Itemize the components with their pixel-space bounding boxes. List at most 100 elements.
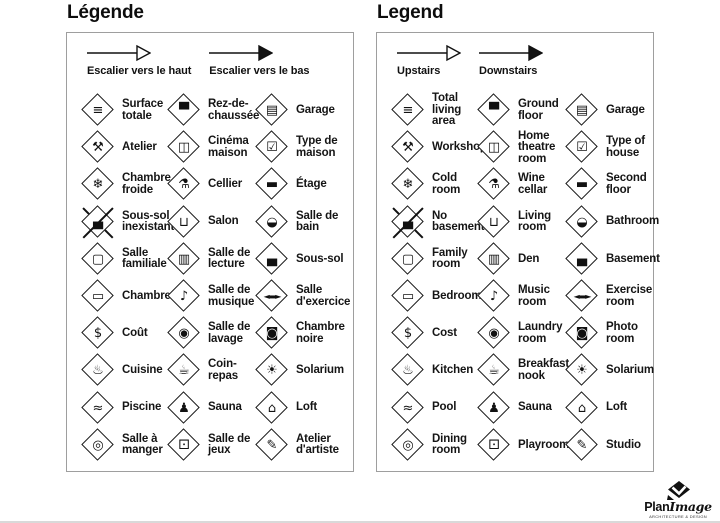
- legend-item: ◙ Chambre noire: [254, 316, 350, 351]
- dining-room-icon: ◎: [80, 428, 115, 462]
- legend-item: ⚗ Cellier: [166, 167, 255, 202]
- workshop-icon: ⚒: [390, 130, 425, 165]
- legend-item: ≡ Surface totale: [80, 93, 167, 128]
- legend-item: ▬ Étage: [254, 167, 350, 202]
- legend-item: ☀ Solarium: [564, 353, 660, 388]
- legend-item-label: Second floor: [606, 172, 647, 196]
- legend-item-label: Sous-sol inexistant: [122, 209, 175, 234]
- den-icon: ▥: [166, 242, 201, 276]
- legend-item: ◉ Laundry room: [476, 316, 565, 351]
- kitchen-icon: ♨: [390, 353, 425, 388]
- legend-item-label: No basement: [432, 209, 485, 234]
- legend-item-label: Atelier: [122, 141, 157, 154]
- legend-item-label: Exercise room: [606, 284, 653, 308]
- legend-grid-french: ≡ Surface totale ▀ Rez-de- chaussée ▤ Ga…: [67, 90, 353, 464]
- legend-item: ▢ Family room: [390, 242, 477, 276]
- downstairs-arrow-block: Downstairs: [479, 44, 543, 90]
- planimage-logo-text: PlanImage: [644, 499, 712, 514]
- bathroom-icon: ◒: [254, 204, 289, 239]
- exercise-room-icon: ◄▬►: [564, 279, 599, 314]
- wine-cellar-icon: ⚗: [166, 167, 201, 202]
- legend-item-label: Cost: [432, 326, 457, 339]
- legend-item: ⊔ Living room: [476, 204, 565, 239]
- legend-item-label: Type de maison: [296, 135, 338, 159]
- solarium-icon: ☀: [564, 353, 599, 388]
- legend-item-label: Salle à manger: [122, 432, 163, 457]
- ground-floor-icon: ▀: [476, 93, 511, 128]
- living-room-icon: ⊔: [476, 204, 511, 239]
- legend-item-label: Garage: [296, 103, 335, 116]
- legend-item: ⚒ Workshop: [390, 130, 487, 165]
- cost-icon: $: [80, 316, 115, 351]
- upstairs-arrow-label: Escalier vers le haut: [87, 65, 192, 77]
- planimage-logo-tagline: ARCHITECTURE & DESIGN: [649, 514, 707, 519]
- pool-icon: ≈: [80, 390, 115, 425]
- legend-panel-french: Légende Escalier vers le haut Escalier v…: [66, 2, 354, 472]
- legend-item: ♟ Sauna: [476, 390, 565, 425]
- legend-item: $ Coût: [80, 316, 167, 351]
- legend-item-label: Den: [518, 252, 540, 265]
- legend-item-label: Breakfast nook: [518, 358, 570, 382]
- total-living-area-icon: ≡: [390, 93, 425, 128]
- legend-item-label: Solarium: [606, 364, 655, 377]
- legend-item-label: Coût: [122, 326, 148, 339]
- no-basement-icon: ▄: [80, 204, 115, 239]
- legend-item-label: Surface totale: [122, 98, 164, 122]
- legend-item-label: Salle familiale: [122, 246, 167, 271]
- home-theatre-icon: ◫: [166, 130, 201, 165]
- legend-item: ☑ Type de maison: [254, 130, 350, 165]
- legend-item: ❄ Chambre froide: [80, 167, 171, 202]
- legend-item: ☕ Breakfast nook: [476, 353, 569, 388]
- music-room-icon: ♪: [166, 279, 201, 314]
- legend-item: ≈ Piscine: [80, 390, 167, 425]
- loft-icon: ⌂: [254, 390, 289, 425]
- planimage-logo-icon: [667, 481, 690, 500]
- legend-item: ⌂ Loft: [564, 390, 660, 425]
- legend-item-label: Loft: [296, 401, 318, 414]
- legend-item-label: Sous-sol: [296, 252, 344, 265]
- legend-item: ▄ Sous-sol inexistant: [80, 204, 174, 239]
- legend-item-label: Coin- repas: [208, 358, 238, 382]
- legend-item: ▢ Salle familiale: [80, 242, 167, 276]
- legend-item-label: Salle de musique: [208, 284, 255, 308]
- bedroom-icon: ▭: [390, 279, 425, 314]
- no-basement-icon: ▄: [390, 204, 425, 239]
- bottom-divider: [0, 521, 720, 523]
- legend-item-label: Bathroom: [606, 215, 660, 228]
- legend-item: ♨ Cuisine: [80, 353, 167, 388]
- legend-item: ✎ Atelier d'artiste: [254, 428, 350, 462]
- wine-cellar-icon: ⚗: [476, 167, 511, 202]
- legend-item-label: Salle de jeux: [208, 432, 251, 457]
- legend-item: ⚀ Playroom: [476, 428, 569, 462]
- legend-item-label: Salle de lecture: [208, 246, 251, 271]
- legend-item: ▭ Chambre: [80, 279, 171, 314]
- legend-item-label: Type of house: [606, 135, 645, 159]
- legend-item-label: Garage: [606, 103, 645, 116]
- legend-item: ▥ Salle de lecture: [166, 242, 255, 276]
- legend-item: ▄ No basement: [390, 204, 485, 239]
- legend-item-label: Loft: [606, 401, 628, 414]
- garage-icon: ▤: [254, 93, 289, 128]
- living-room-icon: ⊔: [166, 204, 201, 239]
- pool-icon: ≈: [390, 390, 425, 425]
- legend-item: ◄▬► Salle d'exercice: [254, 279, 350, 314]
- legend-item: ◫ Cinéma maison: [166, 130, 255, 165]
- breakfast-nook-icon: ☕: [476, 353, 511, 388]
- cost-icon: $: [390, 316, 425, 351]
- legend-item-label: Chambre: [122, 289, 171, 302]
- playroom-icon: ⚀: [476, 428, 511, 462]
- breakfast-nook-icon: ☕: [166, 353, 201, 388]
- legend-item-label: Photo room: [606, 321, 638, 345]
- planimage-logo: PlanImage ARCHITECTURE & DESIGN: [644, 481, 712, 519]
- legend-item-label: Workshop: [432, 141, 487, 154]
- solarium-icon: ☀: [254, 353, 289, 388]
- photo-room-icon: ◙: [254, 316, 289, 351]
- legend-item: ☕ Coin- repas: [166, 353, 255, 388]
- sauna-icon: ♟: [166, 390, 201, 425]
- legend-box-french: Escalier vers le haut Escalier vers le b…: [66, 32, 354, 472]
- legend-item: ⚀ Salle de jeux: [166, 428, 255, 462]
- legend-item: ☀ Solarium: [254, 353, 350, 388]
- type-of-house-icon: ☑: [564, 130, 599, 165]
- legend-item-label: Sauna: [518, 401, 552, 414]
- legend-item: $ Cost: [390, 316, 477, 351]
